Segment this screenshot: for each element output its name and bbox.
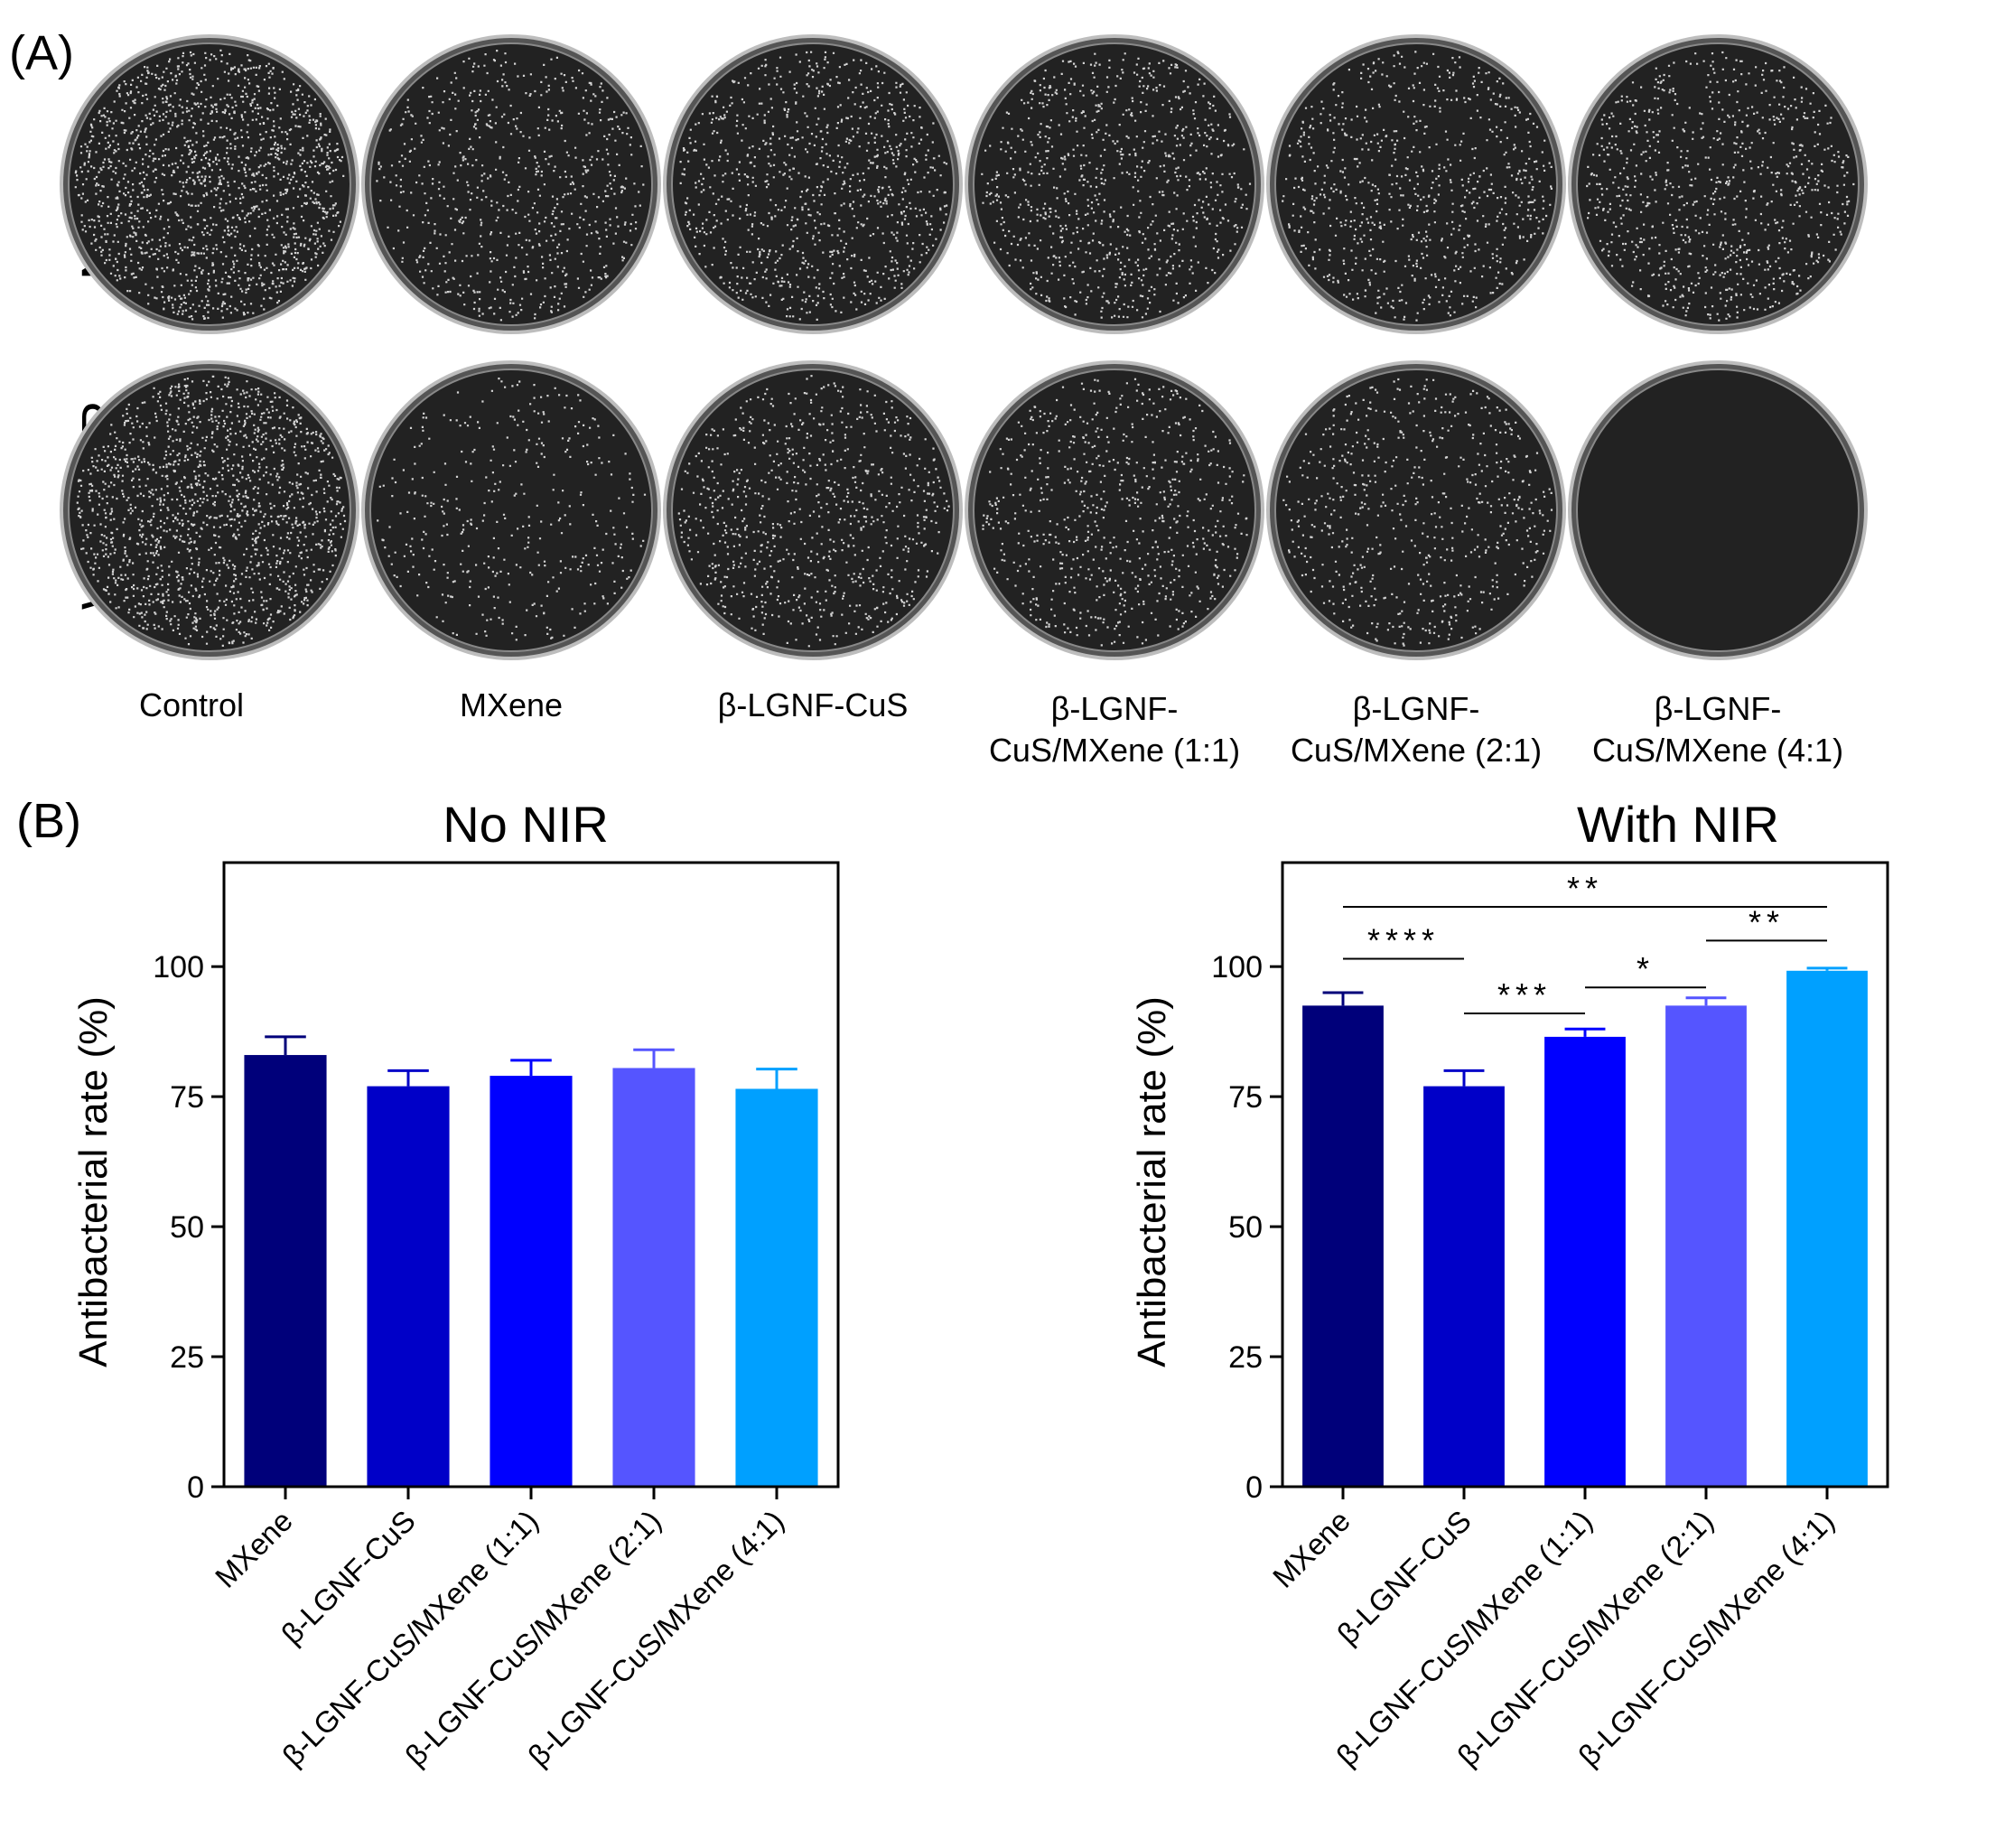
x-tick-label: β-LGNF-CuS/MXene (4:1) xyxy=(521,1504,790,1773)
plate-label-line: CuS/MXene (4:1) xyxy=(1591,732,1844,769)
bar-2 xyxy=(1423,1086,1505,1487)
significance-label: * xyxy=(1637,950,1655,987)
significance-label: **** xyxy=(1367,922,1440,959)
petri-dish-no-nir-2 xyxy=(361,34,661,334)
significance-label: ** xyxy=(1567,870,1603,907)
petri-dish-no-nir-6 xyxy=(1568,34,1868,334)
x-tick-label: β-LGNF-CuS/MXene (4:1) xyxy=(1571,1504,1841,1773)
y-tick-label: 50 xyxy=(1228,1210,1263,1245)
chart-with-nir: With NIR Antibacterial rate (%) 0 25 50 75 100… xyxy=(1130,796,1889,1773)
y-tick-label: 50 xyxy=(170,1210,204,1245)
bar-4 xyxy=(1665,1005,1747,1487)
y-tick-label: 100 xyxy=(153,950,204,985)
plate-label-4: β-LGNF- CuS/MXene (1:1) xyxy=(965,688,1264,771)
plate-label-1: Control xyxy=(42,685,340,726)
plate-label-line: β-LGNF- xyxy=(1654,690,1782,727)
y-axis-label: Antibacterial rate (%) xyxy=(71,996,116,1367)
bar-1 xyxy=(244,1055,327,1487)
petri-dish-with-nir-4 xyxy=(965,360,1264,660)
plate-label-line: β-LGNF- xyxy=(1352,690,1480,727)
x-tick-label: β-LGNF-CuS/MXene (1:1) xyxy=(1329,1504,1599,1773)
panel-b-label: (B) xyxy=(16,794,81,848)
bar-2 xyxy=(367,1086,450,1487)
plate-label-line: Control xyxy=(138,686,245,723)
y-tick-label: 0 xyxy=(187,1470,204,1505)
bar-4 xyxy=(612,1068,695,1487)
chart-title: With NIR xyxy=(1577,796,1779,853)
colonies xyxy=(1586,51,1855,322)
panel-a-label: (A) xyxy=(9,26,74,80)
significance-label: ** xyxy=(1749,903,1785,940)
x-tick-label: β-LGNF-CuS/MXene (1:1) xyxy=(275,1504,545,1773)
petri-dish-no-nir-4 xyxy=(965,34,1264,334)
plot-frame xyxy=(222,861,840,1489)
significance-label: *** xyxy=(1497,976,1552,1013)
x-tick-label: MXene xyxy=(1266,1504,1357,1594)
y-axis-label: Antibacterial rate (%) xyxy=(1130,996,1174,1367)
petri-dish-no-nir-3 xyxy=(663,34,963,334)
plate-label-6: β-LGNF- CuS/MXene (4:1) xyxy=(1569,688,1867,771)
plate-label-line: β-LGNF- xyxy=(1050,690,1179,727)
y-tick-label: 75 xyxy=(1228,1080,1263,1115)
y-tick-label: 100 xyxy=(1211,950,1263,985)
y-tick-label: 75 xyxy=(170,1080,204,1115)
plate-label-line: CuS/MXene (1:1) xyxy=(988,732,1241,769)
bar-5 xyxy=(1786,970,1868,1487)
x-tick-label: β-LGNF-CuS/MXene (2:1) xyxy=(398,1504,667,1773)
petri-dish-with-nir-6 xyxy=(1568,360,1868,660)
bar-5 xyxy=(735,1088,818,1487)
petri-dish-with-nir-3 xyxy=(663,360,963,660)
petri-dish-with-nir-1 xyxy=(60,360,359,660)
colonies xyxy=(1282,51,1553,322)
petri-dish-with-nir-2 xyxy=(361,360,661,660)
plate-label-3: β-LGNF-CuS xyxy=(664,685,962,726)
bar-1 xyxy=(1302,1005,1384,1487)
chart-no-nir: No NIR Antibacterial rate (%) 0 25 50 75 100 MX… xyxy=(71,796,840,1773)
plates-panel xyxy=(60,34,1868,660)
plate-label-line: CuS/MXene (2:1) xyxy=(1290,732,1543,769)
y-tick-label: 25 xyxy=(1228,1340,1263,1375)
bar-3 xyxy=(1544,1036,1626,1487)
x-tick-label: β-LGNF-CuS/MXene (2:1) xyxy=(1450,1504,1720,1773)
plate-label-2: MXene xyxy=(362,685,660,726)
y-tick-label: 0 xyxy=(1245,1470,1263,1505)
petri-dish-with-nir-5 xyxy=(1266,360,1566,660)
colonies xyxy=(677,375,950,648)
y-tick-label: 25 xyxy=(170,1340,204,1375)
petri-dish-no-nir-1 xyxy=(60,34,359,334)
plate-label-line: β-LGNF-CuS xyxy=(717,686,909,723)
plate-label-line: MXene xyxy=(459,686,564,723)
bar-3 xyxy=(490,1076,573,1487)
colonies xyxy=(76,375,347,647)
chart-title: No NIR xyxy=(443,796,609,853)
plate-label-5: β-LGNF- CuS/MXene (2:1) xyxy=(1267,688,1565,771)
plot-frame xyxy=(1281,861,1889,1489)
colonies xyxy=(74,49,345,321)
x-tick-label: MXene xyxy=(209,1504,299,1594)
petri-dish-no-nir-5 xyxy=(1266,34,1566,334)
